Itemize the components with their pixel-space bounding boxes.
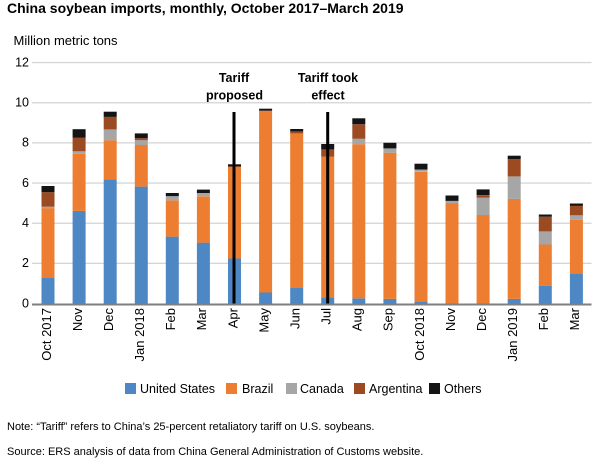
svg-text:China soybean imports, monthly: China soybean imports, monthly, October … (7, 0, 404, 16)
svg-text:Jan 2019: Jan 2019 (505, 308, 520, 362)
svg-text:Feb: Feb (163, 308, 178, 330)
svg-text:8: 8 (22, 136, 29, 150)
svg-text:Feb: Feb (536, 308, 551, 330)
svg-text:Sep: Sep (381, 308, 396, 331)
svg-text:Mar: Mar (567, 307, 582, 330)
svg-text:Million metric tons: Million metric tons (14, 33, 119, 48)
svg-text:Nov: Nov (70, 308, 85, 332)
svg-text:10: 10 (15, 96, 29, 110)
svg-text:Canada: Canada (300, 382, 344, 396)
svg-text:May: May (256, 308, 271, 333)
svg-text:Nov: Nov (443, 308, 458, 332)
svg-text:United States: United States (140, 382, 215, 396)
svg-text:Argentina: Argentina (369, 382, 423, 396)
svg-text:Note: “Tariff” refers to China: Note: “Tariff” refers to China’s 25-perc… (7, 421, 374, 433)
svg-text:Oct 2018: Oct 2018 (412, 308, 427, 361)
svg-text:Tariff took: Tariff took (298, 71, 358, 85)
svg-text:Jan 2018: Jan 2018 (132, 308, 147, 362)
svg-text:Brazil: Brazil (242, 382, 273, 396)
svg-text:proposed: proposed (206, 88, 263, 102)
svg-text:Dec: Dec (101, 308, 116, 332)
svg-text:Tariff: Tariff (219, 71, 250, 85)
svg-text:6: 6 (22, 176, 29, 190)
svg-text:Others: Others (444, 382, 482, 396)
svg-text:2: 2 (22, 256, 29, 270)
svg-text:Oct 2017: Oct 2017 (39, 308, 54, 361)
svg-text:Aug: Aug (350, 308, 365, 331)
svg-text:12: 12 (15, 55, 29, 69)
svg-text:Mar: Mar (194, 307, 209, 330)
svg-text:Apr: Apr (225, 307, 240, 328)
svg-text:effect: effect (311, 88, 345, 102)
svg-text:Dec: Dec (474, 308, 489, 332)
svg-text:Jun: Jun (288, 308, 303, 329)
svg-text:Source: ERS analysis of data f: Source: ERS analysis of data from China … (7, 446, 423, 458)
svg-text:4: 4 (22, 216, 29, 230)
svg-text:0: 0 (22, 296, 29, 310)
svg-text:Jul: Jul (319, 308, 334, 325)
